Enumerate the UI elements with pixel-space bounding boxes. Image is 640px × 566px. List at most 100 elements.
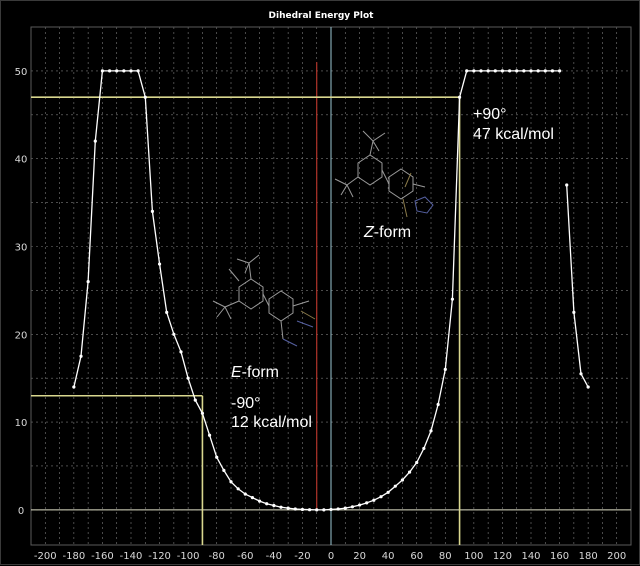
energy-data-point [86,280,90,284]
energy-data-point [165,310,169,314]
energy-data-point [393,484,397,488]
energy-data-point [543,69,547,73]
energy-data-point [500,69,505,73]
energy-data-point [265,502,269,506]
x-tick-label: -140 [120,551,143,562]
low-angle-label: -90° [231,395,261,412]
z-form-molecule-icon [334,130,434,218]
x-tick-label: 120 [493,551,512,562]
energy-data-point [129,69,133,73]
x-tick-label: 0 [328,551,334,562]
x-tick-label: -160 [91,551,114,562]
x-tick-label: 60 [410,551,423,562]
energy-data-point [343,506,347,510]
y-tick-label: 0 [18,506,24,517]
energy-data-point [157,262,162,266]
energy-data-point [536,69,540,73]
energy-data-point [200,411,205,415]
high-angle-label: +90° [473,106,507,123]
energy-data-point [322,508,326,512]
x-tick-label: 160 [550,551,569,562]
energy-data-point [407,470,412,474]
x-tick-label: 100 [464,551,483,562]
energy-data-point [400,478,405,482]
y-tick-label: 30 [15,242,28,253]
energy-data-point [315,508,319,512]
x-tick-label: 20 [353,551,366,562]
energy-data-point [436,402,440,407]
energy-data-point [522,69,526,73]
x-tick-label: -40 [266,551,282,562]
energy-data-point [257,499,262,503]
low-energy-label: 12 kcal/mol [231,414,312,431]
energy-data-point [557,69,562,73]
energy-data-point [136,69,140,73]
energy-data-point [386,490,390,494]
x-tick-label: -80 [209,551,225,562]
energy-data-point [443,367,447,372]
energy-data-point [357,503,362,507]
high-energy-label: 47 kcal/mol [473,126,554,143]
energy-data-point [250,495,255,500]
energy-data-point [586,385,590,389]
energy-data-point [179,350,183,354]
y-tick-label: 50 [15,67,28,78]
x-tick-label: 80 [439,551,452,562]
x-tick-label: -100 [177,551,200,562]
energy-data-point [415,460,419,465]
z-form-label: Z-form [363,224,411,241]
energy-data-point [507,69,512,73]
energy-data-point [486,69,490,73]
x-tick-label: -60 [237,551,253,562]
x-tick-label: 40 [382,551,395,562]
x-tick-label: -20 [294,551,310,562]
energy-data-point [150,209,155,213]
energy-data-point [72,385,76,389]
x-tick-label: -180 [63,551,86,562]
energy-data-point [572,310,576,314]
z-form-label-rest: -form [374,224,411,241]
y-tick-label: 20 [15,330,28,341]
e-form-label: E-form [231,364,279,381]
energy-data-point [422,446,426,451]
axis-ticks: -200 -180 -160 -140 -120 -100 -80 -60 -40 -20 0 20 4… [15,67,627,562]
energy-data-point [529,69,533,73]
e-form-label-italic: E [231,364,242,381]
energy-data-point [207,433,212,437]
energy-data-point [215,455,219,459]
x-tick-label: 140 [521,551,540,562]
x-tick-label: 180 [579,551,598,562]
e-form-label-rest: -form [242,364,279,381]
chart-title: Dihedral Energy Plot [268,11,374,21]
energy-data-point [186,376,190,380]
y-tick-label: 10 [15,418,28,429]
energy-data-point [457,95,462,99]
energy-data-point [243,492,247,496]
energy-data-point [479,69,483,73]
energy-data-point [100,69,105,73]
energy-data-point [193,398,197,402]
reference-lines [31,27,631,545]
energy-data-point [115,69,119,73]
energy-data-point [550,69,555,73]
energy-data-point [300,507,305,512]
energy-data-point [372,498,376,502]
y-tick-label: 40 [15,155,28,166]
energy-data-point [286,506,290,510]
energy-data-point [350,505,355,509]
energy-data-point [272,503,276,508]
energy-data-point [472,69,476,73]
energy-data-point [236,487,240,491]
x-tick-label: 200 [607,551,626,562]
energy-data-point [79,354,83,358]
energy-data-point [279,505,283,509]
energy-curve [72,69,590,512]
energy-data-point [293,507,297,511]
energy-data-point [450,297,455,301]
energy-data-point [307,508,312,512]
energy-data-point [229,480,233,484]
energy-data-point [379,495,383,499]
energy-data-point [329,507,333,512]
x-tick-label: -200 [34,551,57,562]
